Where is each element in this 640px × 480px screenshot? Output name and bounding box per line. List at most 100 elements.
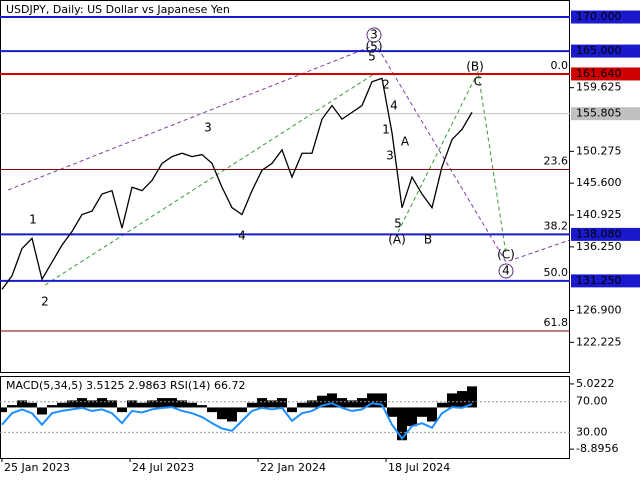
wave-label: 1 [29,213,37,227]
fib-label: 0.0 [551,59,569,72]
wave-label: 4 [238,229,246,243]
wave-lines [7,44,571,286]
x-tick-label: 25 Jan 2023 [4,461,70,474]
macd-bar [187,402,197,408]
macd-bar [217,407,227,420]
macd-bar [27,402,37,408]
wave-label: C [474,75,482,89]
macd-bar [57,402,67,408]
projection-line [397,70,507,255]
macd-bar [147,400,157,408]
price-line [1,77,473,290]
macd-bar [257,398,267,408]
macd-bar [367,393,377,408]
wave-circle [366,27,382,43]
macd-bar [437,402,447,408]
rsi-line [1,402,473,441]
wave-label: A [401,135,410,149]
x-tick-label: 22 Jan 2024 [260,461,326,474]
wave-label: (B) [466,60,484,74]
macd-bar [457,391,467,408]
y-tick-label: 70.00 [576,395,608,408]
y-tick-label: 122.225 [576,335,622,348]
wave-label: (5) [366,40,383,54]
wave-label: 4 [502,264,510,278]
macd-bar [227,407,237,422]
level-label: 161.640 [576,67,622,80]
level-box [571,274,640,288]
macd-bar [177,400,187,408]
indicator-title: MACD(5,34,5) 3.5125 2.9863 RSI(14) 66.72 [6,379,245,392]
macd-bar [287,407,297,413]
macd-bar [87,400,97,408]
x-tick-label: 18 Jul 2024 [388,461,450,474]
macd-bar [127,400,137,408]
macd-bar [247,402,257,408]
wave-label: (A) [388,233,406,247]
macd-bar [67,400,77,408]
wave-label: 3 [370,28,378,42]
macd-bar [97,398,107,408]
macd-bar [237,407,247,413]
macd-bar [357,398,367,408]
macd-bar [167,398,177,408]
macd-bar [137,402,147,408]
level-label: 131.250 [576,274,622,287]
y-tick-label: -8.8956 [576,442,618,455]
y-tick-label: 140.925 [576,208,622,221]
projection-line [377,47,571,263]
level-label: 165.000 [576,44,622,57]
macd-bar [117,407,127,413]
macd-bar [447,393,457,408]
level-label: 138.080 [576,227,622,240]
indicator-panel [0,376,570,459]
wave-label: 4 [390,99,398,113]
wave-label: 2 [382,78,390,92]
macd-bar [157,398,167,408]
wave-label: (C) [497,248,515,262]
macd-bar [407,407,417,427]
level-label: 155.805 [576,107,622,120]
macd-bar [277,398,287,408]
macd-bar [327,393,337,408]
macd-bar [467,386,477,408]
y-tick-label: 145.600 [576,176,622,189]
wave-label: 3 [386,149,394,163]
macd-bar [397,407,407,441]
wave-label: B [424,233,432,247]
macd-bar [207,407,217,413]
wave-label: 5 [368,50,376,64]
level-box [571,44,640,58]
level-box [571,10,640,24]
chart-title: USDJPY, Daily: US Dollar vs Japanese Yen [6,3,230,16]
level-box [571,107,640,121]
y-tick-label: 159.625 [576,81,622,94]
wave-label: 1 [382,123,390,137]
macd-bar [387,407,397,417]
fib-label: 61.8 [544,316,569,329]
y-tick-label: 5.0222 [576,377,615,390]
wave-circle [498,263,514,279]
macd-bar [307,400,317,408]
wave-label: 5 [394,217,402,231]
macd-bar [37,407,47,415]
macd-bar [17,400,27,408]
macd-bar [197,405,207,408]
fib-label: 23.6 [544,155,569,168]
y-tick-label: 136.250 [576,240,622,253]
macd-bar [7,405,17,408]
level-box [571,227,640,241]
macd-bar [417,407,427,417]
level-box [571,67,640,81]
x-tick-label: 24 Jul 2023 [132,461,194,474]
macd-bar [47,405,57,408]
macd-bar [427,407,437,422]
macd-bar [297,402,307,408]
macd-bar [267,400,277,408]
fib-label: 50.0 [544,266,569,279]
price-panel [0,0,570,373]
y-tick-label: 150.275 [576,144,622,157]
wave-label: 3 [204,121,212,135]
